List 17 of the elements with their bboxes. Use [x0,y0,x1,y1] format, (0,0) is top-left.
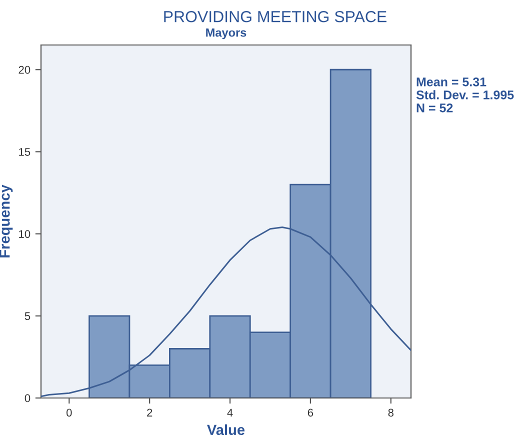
y-tick-label: 20 [18,66,30,74]
y-tick-label: 10 [19,230,30,238]
x-tick-label: 2 [147,408,152,416]
text: N = 52 [416,104,453,112]
chart-subtitle: Mayors [206,28,246,40]
y-tick-label: 5 [24,312,30,320]
x-tick-label: 4 [227,408,233,416]
chart-title: PROVIDING MEETING SPACE [164,10,386,22]
y-axis-title: Frequency [0,184,13,258]
text: Mean = 5.31 [416,78,486,86]
text: Std. Dev. = 1.995 [416,90,514,100]
x-tick-label: 8 [388,408,394,417]
x-tick-label: 6 [308,408,314,417]
y-tick-label: 15 [19,148,30,156]
y-tick-label: 0 [24,394,30,402]
x-tick-label: 0 [66,408,72,417]
x-axis-title: Value [207,424,245,436]
